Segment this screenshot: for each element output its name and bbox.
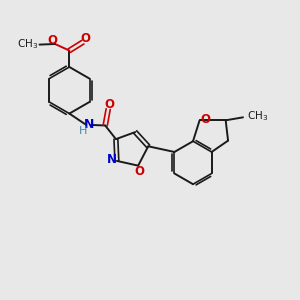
Text: O: O bbox=[48, 34, 58, 46]
Text: O: O bbox=[134, 164, 144, 178]
Text: O: O bbox=[201, 112, 211, 126]
Text: H: H bbox=[79, 126, 87, 136]
Text: CH$_3$: CH$_3$ bbox=[17, 37, 38, 51]
Text: N: N bbox=[84, 118, 94, 131]
Text: O: O bbox=[80, 32, 90, 44]
Text: N: N bbox=[107, 153, 117, 166]
Text: CH$_3$: CH$_3$ bbox=[247, 109, 268, 123]
Text: O: O bbox=[105, 98, 115, 110]
